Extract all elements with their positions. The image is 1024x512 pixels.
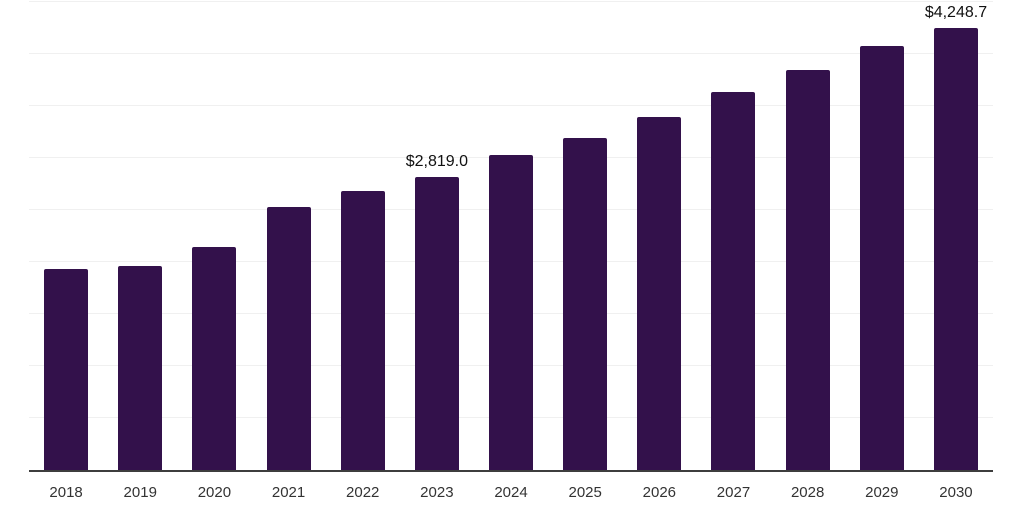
bar-2025 <box>563 137 608 470</box>
bar-slot-2023: $2,819.0 <box>400 2 474 470</box>
x-tick-2022: 2022 <box>346 484 380 501</box>
bar-2027 <box>711 92 756 470</box>
bar-slot-2029 <box>845 2 919 470</box>
bar-slot-2025 <box>548 2 622 470</box>
x-tick-2027: 2027 <box>716 484 751 501</box>
gridline <box>29 53 993 54</box>
bar-2026 <box>637 116 682 470</box>
gridline <box>29 105 993 106</box>
bar-slot-2028 <box>771 2 845 470</box>
bar-2021 <box>266 206 311 470</box>
bar-slot-2027 <box>696 2 770 470</box>
bar-slot-2019 <box>103 2 177 470</box>
x-tick-2025: 2025 <box>568 484 602 501</box>
x-tick-2018: 2018 <box>49 484 83 501</box>
bar-2023 <box>414 176 459 470</box>
bar-slot-2024 <box>474 2 548 470</box>
x-tick-2029: 2029 <box>865 484 899 501</box>
bar-slot-2026 <box>622 2 696 470</box>
data-label-2023: $2,819.0 <box>405 152 468 170</box>
bar-slot-2030: $4,248.7 <box>919 2 993 470</box>
bar-slot-2022 <box>326 2 400 470</box>
x-tick-2021: 2021 <box>271 484 306 501</box>
bar-slot-2018 <box>29 2 103 470</box>
bar-slot-2020 <box>177 2 251 470</box>
bar-2030 <box>933 28 978 470</box>
bar-2022 <box>340 190 385 470</box>
bars-row: $2,819.0 $4,248.7 <box>29 2 993 470</box>
x-tick-2030: 2030 <box>939 484 973 501</box>
x-tick-2020: 2020 <box>197 484 232 501</box>
x-tick-2026: 2026 <box>642 484 677 501</box>
data-label-2030: $4,248.7 <box>924 4 988 22</box>
bar-2018 <box>44 269 89 470</box>
bar-2029 <box>859 45 904 470</box>
bar-2024 <box>489 155 534 470</box>
gridline <box>29 1 993 2</box>
x-tick-2019: 2019 <box>123 484 157 501</box>
x-tick-2023: 2023 <box>420 484 454 501</box>
x-axis-labels: 2018 2019 2020 2021 2022 2023 2024 2025 2026 2027… <box>29 484 993 501</box>
x-axis-line <box>29 470 993 472</box>
bar-slot-2021 <box>251 2 325 470</box>
bar-2020 <box>192 246 237 470</box>
bar-2019 <box>118 266 163 470</box>
bar-2028 <box>785 70 830 470</box>
x-tick-2028: 2028 <box>790 484 825 501</box>
plot-area: $2,819.0 $4,248.7 <box>29 1 993 470</box>
x-tick-2024: 2024 <box>494 484 528 501</box>
